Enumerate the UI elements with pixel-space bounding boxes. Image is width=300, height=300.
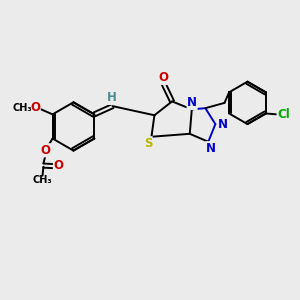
Text: O: O (30, 101, 40, 114)
Text: N: N (218, 118, 228, 130)
Text: N: N (206, 142, 216, 155)
Text: O: O (53, 159, 63, 172)
Text: Cl: Cl (277, 109, 290, 122)
Text: H: H (106, 92, 116, 104)
Text: O: O (41, 144, 51, 157)
Text: CH₃: CH₃ (12, 103, 32, 113)
Text: N: N (187, 96, 197, 110)
Text: O: O (158, 71, 168, 84)
Text: CH₃: CH₃ (33, 175, 52, 185)
Text: S: S (144, 137, 152, 150)
